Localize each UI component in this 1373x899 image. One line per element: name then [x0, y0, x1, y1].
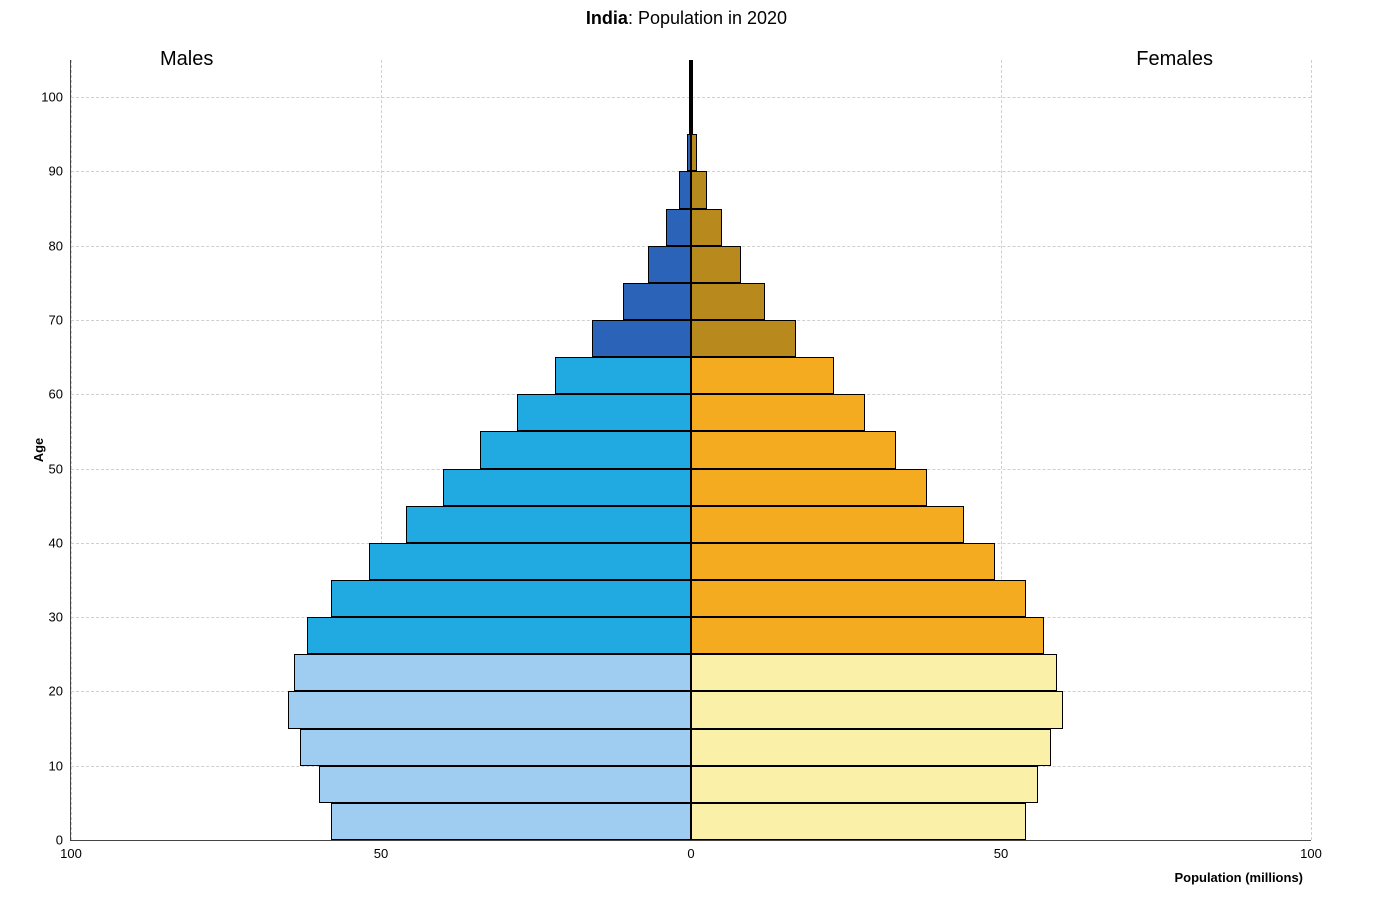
- male-bar: [331, 803, 691, 840]
- male-bar: [592, 320, 691, 357]
- female-bar: [691, 766, 1038, 803]
- y-tick-label: 60: [23, 387, 71, 402]
- female-bar: [691, 60, 693, 97]
- male-bar: [623, 283, 691, 320]
- y-tick-label: 20: [23, 684, 71, 699]
- y-tick-label: 40: [23, 535, 71, 550]
- male-bar: [406, 506, 691, 543]
- female-bar: [691, 283, 765, 320]
- female-bar: [691, 543, 995, 580]
- y-tick-label: 80: [23, 238, 71, 253]
- male-bar: [555, 357, 691, 394]
- y-tick-label: 70: [23, 313, 71, 328]
- male-bar: [300, 729, 691, 766]
- male-bar: [480, 431, 691, 468]
- female-bar: [691, 357, 834, 394]
- female-bar: [691, 134, 697, 171]
- gridline-vertical: [1311, 60, 1312, 840]
- x-tick-label: 50: [994, 840, 1008, 861]
- chart-container: India: Population in 2020 Males Females …: [0, 0, 1373, 899]
- female-bar: [691, 394, 865, 431]
- female-bar: [691, 209, 722, 246]
- x-tick-label: 100: [1300, 840, 1322, 861]
- male-bar: [331, 580, 691, 617]
- female-bar: [691, 654, 1057, 691]
- plot-area: 010203040506070809010010050050100: [70, 60, 1311, 841]
- female-bar: [691, 97, 693, 134]
- female-bar: [691, 580, 1026, 617]
- x-tick-label: 0: [687, 840, 694, 861]
- y-tick-label: 50: [23, 461, 71, 476]
- female-bar: [691, 246, 741, 283]
- male-bar: [319, 766, 691, 803]
- x-tick-label: 100: [60, 840, 82, 861]
- male-bar: [294, 654, 691, 691]
- y-tick-label: 100: [23, 90, 71, 105]
- y-tick-label: 10: [23, 758, 71, 773]
- female-bar: [691, 506, 964, 543]
- y-tick-label: 90: [23, 164, 71, 179]
- male-bar: [443, 469, 691, 506]
- chart-title: India: Population in 2020: [0, 8, 1373, 29]
- female-bar: [691, 617, 1044, 654]
- male-bar: [517, 394, 691, 431]
- male-bar: [307, 617, 691, 654]
- female-bar: [691, 803, 1026, 840]
- male-bar: [666, 209, 691, 246]
- female-bar: [691, 320, 796, 357]
- female-bar: [691, 431, 896, 468]
- male-bar: [369, 543, 691, 580]
- female-bar: [691, 691, 1063, 728]
- female-bar: [691, 469, 927, 506]
- chart-title-rest: : Population in 2020: [628, 8, 787, 28]
- male-bar: [648, 246, 691, 283]
- male-bar: [679, 171, 691, 208]
- y-axis-title: Age: [31, 437, 46, 462]
- x-tick-label: 50: [374, 840, 388, 861]
- male-bar: [288, 691, 691, 728]
- chart-title-country: India: [586, 8, 628, 28]
- gridline-vertical: [71, 60, 72, 840]
- y-tick-label: 30: [23, 610, 71, 625]
- female-bar: [691, 729, 1051, 766]
- female-bar: [691, 171, 707, 208]
- x-axis-title: Population (millions): [1174, 870, 1303, 885]
